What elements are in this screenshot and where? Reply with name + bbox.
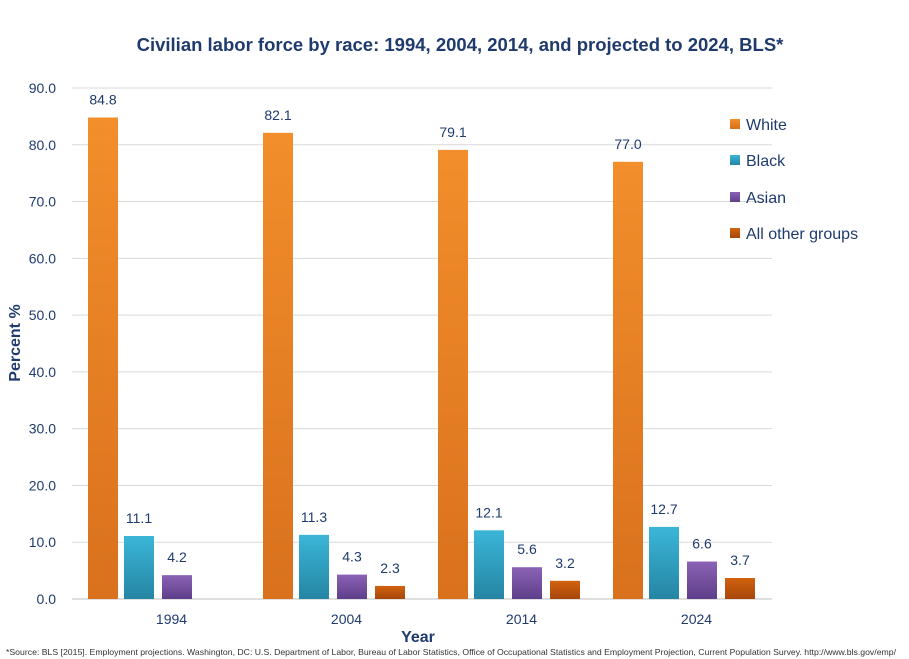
- y-axis-label: Percent %: [7, 304, 24, 381]
- bar-black-2004: [299, 534, 329, 599]
- y-tick-label: 20.0: [29, 477, 56, 493]
- y-tick-label: 90.0: [29, 80, 56, 96]
- y-tick-label: 40.0: [29, 364, 56, 380]
- legend-swatch: [730, 155, 740, 165]
- y-tick-label: 30.0: [29, 421, 56, 437]
- bar-white-2014: [438, 149, 468, 600]
- y-tick-label: 80.0: [29, 137, 56, 153]
- data-label: 11.3: [301, 509, 327, 525]
- data-label: 4.2: [167, 549, 187, 565]
- bar-asian-2004: [337, 574, 367, 599]
- bar-all-other-groups-2024: [725, 577, 755, 599]
- bar-black-2014: [474, 530, 504, 599]
- y-tick-label: 10.0: [29, 534, 56, 550]
- bar-asian-2014: [512, 567, 542, 599]
- legend-swatch: [730, 119, 740, 129]
- bar-white-2024: [613, 161, 643, 600]
- bar-white-1994: [88, 117, 118, 599]
- x-tick-label: 2014: [506, 611, 537, 627]
- legend-label: White: [746, 117, 787, 134]
- y-tick-label: 70.0: [29, 194, 56, 210]
- data-label: 11.1: [126, 510, 152, 526]
- x-tick-label: 1994: [156, 611, 187, 627]
- bar-asian-2024: [687, 561, 717, 599]
- x-tick-label: 2004: [331, 611, 362, 627]
- data-label: 4.3: [342, 549, 362, 565]
- x-tick-label: 2024: [681, 611, 712, 627]
- data-label: 77.0: [614, 136, 641, 152]
- bar-all-other-groups-2014: [550, 580, 580, 599]
- chart-title: Civilian labor force by race: 1994, 2004…: [137, 34, 785, 55]
- data-label: 3.2: [555, 555, 575, 571]
- data-label: 79.1: [439, 124, 466, 140]
- legend-label: Black: [746, 153, 786, 170]
- data-label: 5.6: [517, 541, 537, 557]
- y-tick-label: 50.0: [29, 307, 56, 323]
- bar-black-1994: [124, 535, 154, 599]
- data-label: 84.8: [89, 92, 116, 108]
- data-label: 12.1: [475, 504, 502, 520]
- bar-all-other-groups-2004: [375, 585, 405, 599]
- y-tick-label: 60.0: [29, 250, 56, 266]
- data-label: 12.7: [650, 501, 677, 517]
- source-footnote: *Source: BLS [2015]. Employment projecti…: [6, 647, 897, 657]
- bar-white-2004: [263, 132, 293, 600]
- data-label: 2.3: [380, 560, 400, 576]
- legend-swatch: [730, 192, 740, 202]
- data-label: 3.7: [730, 552, 750, 568]
- legend-label: All other groups: [746, 226, 858, 243]
- legend-label: Asian: [746, 190, 786, 207]
- x-axis-label: Year: [401, 629, 435, 646]
- legend-swatch: [730, 228, 740, 238]
- y-tick-label: 0.0: [37, 591, 57, 607]
- bar-asian-1994: [162, 575, 192, 599]
- data-label: 6.6: [692, 536, 712, 552]
- bar-black-2024: [649, 526, 679, 599]
- data-label: 82.1: [264, 107, 291, 123]
